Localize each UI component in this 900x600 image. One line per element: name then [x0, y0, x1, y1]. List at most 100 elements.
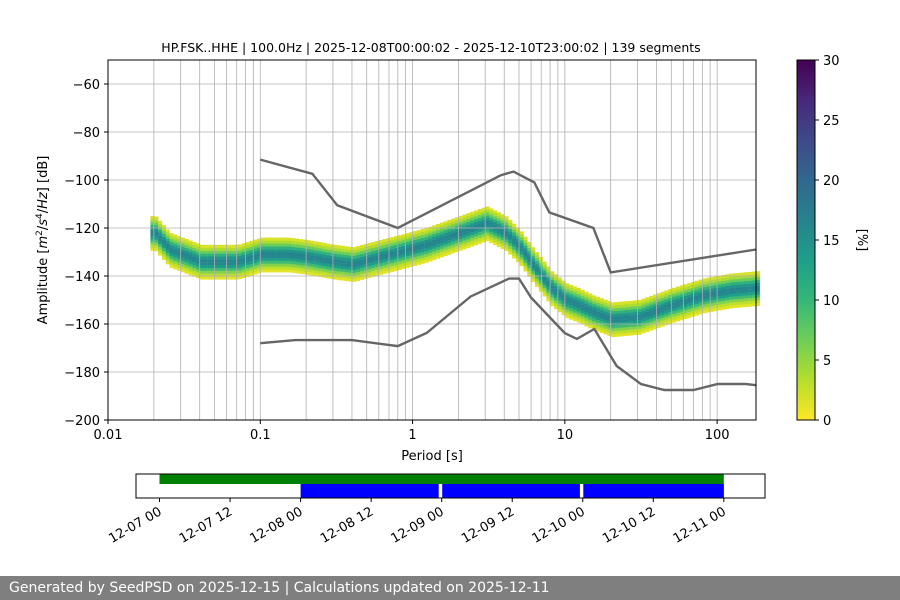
heatmap-cell: [588, 310, 593, 314]
heatmap-cell: [565, 309, 570, 313]
heatmap-cell: [736, 281, 741, 285]
heatmap-cell: [295, 270, 300, 274]
heatmap-cell: [394, 250, 399, 254]
heatmap-cell: [603, 325, 608, 329]
heatmap-cell: [432, 234, 437, 238]
heatmap-cell: [653, 326, 658, 330]
heatmap-cell: [253, 268, 258, 272]
heatmap-cell: [249, 240, 254, 244]
heatmap-cell: [626, 318, 631, 322]
heatmap-cell: [344, 269, 349, 273]
heatmap-cell: [752, 300, 757, 304]
heatmap-cell: [401, 265, 406, 269]
heatmap-cell: [675, 298, 680, 302]
heatmap-cell: [569, 293, 574, 297]
heatmap-cell: [584, 306, 589, 310]
heatmap-cell: [584, 311, 589, 315]
heatmap-cell: [298, 256, 303, 260]
heatmap-cell: [291, 249, 296, 253]
heatmap-cell: [653, 294, 658, 298]
heatmap-cell: [390, 265, 395, 269]
heatmap-cell: [207, 265, 212, 269]
heatmap-cell: [203, 259, 208, 263]
heatmap-cell: [329, 273, 334, 277]
heatmap-cell: [413, 257, 418, 261]
heatmap-cell: [729, 302, 734, 306]
heatmap-cell: [531, 247, 536, 251]
heatmap-cell: [165, 252, 170, 256]
heatmap-cell: [489, 220, 494, 224]
heatmap-cell: [420, 234, 425, 238]
heatmap-cell: [535, 260, 540, 264]
heatmap-cell: [603, 317, 608, 321]
heatmap-cell: [455, 240, 460, 244]
heatmap-cell: [192, 262, 197, 266]
heatmap-cell: [630, 312, 635, 316]
heatmap-cell: [611, 325, 616, 329]
heatmap-cell: [150, 221, 155, 225]
heatmap-cell: [717, 284, 722, 288]
heatmap-cell: [519, 231, 524, 235]
heatmap-cell: [656, 322, 661, 326]
heatmap-cell: [611, 328, 616, 332]
heatmap-cell: [580, 312, 585, 316]
heatmap-cell: [477, 211, 482, 215]
heatmap-cell: [748, 292, 753, 296]
heatmap-cell: [576, 313, 581, 317]
heatmap-cell: [436, 224, 441, 228]
heatmap-cell: [599, 321, 604, 325]
heatmap-cell: [337, 256, 342, 260]
heatmap-cell: [241, 260, 246, 264]
heatmap-cell: [245, 273, 250, 277]
heatmap-cell: [694, 300, 699, 304]
heatmap-cell: [717, 307, 722, 311]
heatmap-cell: [432, 248, 437, 252]
heatmap-cell: [496, 215, 501, 219]
heatmap-cell: [721, 298, 726, 302]
heatmap-cell: [477, 217, 482, 221]
heatmap-cell: [546, 286, 551, 290]
heatmap-cell: [672, 299, 677, 303]
heatmap-cell: [691, 284, 696, 288]
heatmap-cell: [306, 268, 311, 272]
heatmap-cell: [173, 263, 178, 267]
heatmap-cell: [455, 231, 460, 235]
heatmap-cell: [477, 223, 482, 227]
heatmap-cell: [474, 227, 479, 231]
heatmap-cell: [755, 291, 760, 295]
heatmap-cell: [672, 305, 677, 309]
heatmap-cell: [698, 305, 703, 309]
heatmap-cell: [637, 328, 642, 332]
heatmap-cell: [691, 310, 696, 314]
heatmap-cell: [732, 302, 737, 306]
heatmap-cell: [508, 245, 513, 249]
heatmap-cell: [420, 257, 425, 261]
heatmap-cell: [721, 303, 726, 307]
heatmap-cell: [234, 256, 239, 260]
heatmap-cell: [382, 256, 387, 260]
heatmap-cell: [260, 269, 265, 273]
heatmap-cell: [310, 258, 315, 262]
heatmap-cell: [314, 273, 319, 277]
heatmap-cell: [672, 319, 677, 323]
heatmap-cell: [447, 231, 452, 235]
heatmap-cell: [550, 271, 555, 275]
heatmap-cell: [161, 248, 166, 252]
heatmap-cell: [736, 275, 741, 279]
heatmap-cell: [215, 273, 220, 277]
heatmap-cell: [211, 270, 216, 274]
heatmap-cell: [306, 248, 311, 252]
heatmap-cell: [641, 330, 646, 334]
heatmap-cell: [253, 265, 258, 269]
heatmap-cell: [611, 313, 616, 317]
heatmap-cell: [614, 319, 619, 323]
heatmap-cell: [226, 265, 231, 269]
heatmap-cell: [531, 261, 536, 265]
heatmap-cell: [550, 294, 555, 298]
heatmap-cell: [573, 295, 578, 299]
heatmap-cell: [367, 263, 372, 267]
heatmap-cell: [614, 304, 619, 308]
heatmap-cell: [592, 324, 597, 328]
heatmap-cell: [203, 267, 208, 271]
heatmap-cell: [386, 261, 391, 265]
